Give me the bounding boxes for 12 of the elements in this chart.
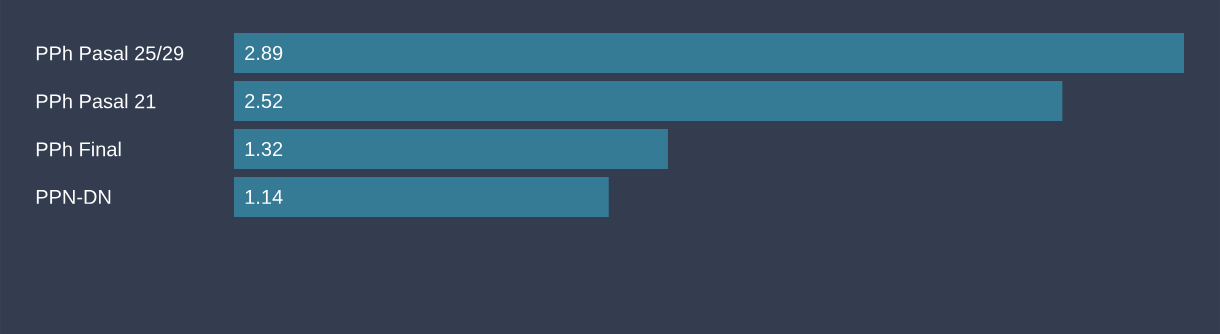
- y-tick-label: PPh Pasal 25/29: [36, 45, 184, 61]
- data-label: 2.52: [245, 93, 283, 109]
- y-tick-label: PPh Final: [36, 141, 121, 157]
- bar: [234, 128, 668, 169]
- bar: [234, 33, 1184, 73]
- data-label: 2.89: [245, 45, 283, 61]
- bar: [234, 176, 609, 217]
- data-label: 1.32: [245, 141, 283, 157]
- y-tick-label: PPN-DN: [36, 190, 111, 204]
- y-tick-label: PPh Pasal 21: [36, 93, 156, 109]
- bar: [234, 80, 1063, 121]
- data-label: 1.14: [245, 190, 283, 204]
